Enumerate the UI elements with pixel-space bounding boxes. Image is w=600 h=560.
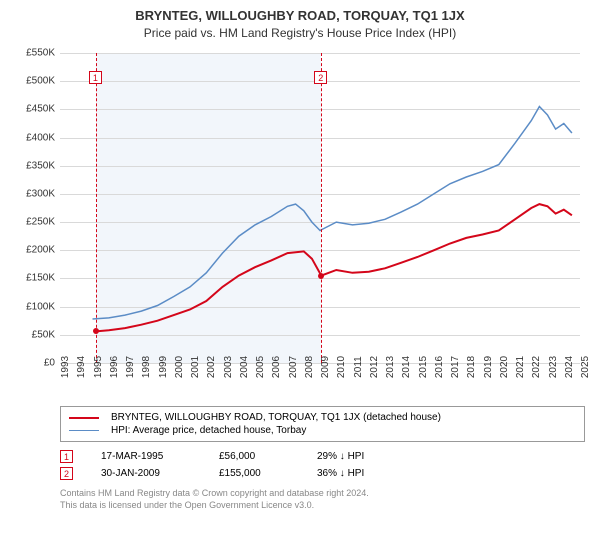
legend-row: HPI: Average price, detached house, Torb… — [69, 424, 576, 437]
y-tick-label: £400K — [15, 132, 55, 143]
chart-subtitle: Price paid vs. HM Land Registry's House … — [10, 26, 590, 40]
sale-delta: 36% ↓ HPI — [317, 468, 364, 479]
sales-table: 1 17-MAR-1995 £56,000 29% ↓ HPI 2 30-JAN-2009… — [60, 448, 585, 482]
x-tick-label: 2025 — [580, 356, 600, 378]
y-tick-label: £100K — [15, 301, 55, 312]
y-tick-label: £500K — [15, 76, 55, 87]
sale-delta: 29% ↓ HPI — [317, 451, 364, 462]
footer-line: This data is licensed under the Open Gov… — [60, 500, 585, 512]
sale-row: 1 17-MAR-1995 £56,000 29% ↓ HPI — [60, 448, 585, 465]
legend-swatch — [69, 417, 99, 419]
y-tick-label: £250K — [15, 217, 55, 228]
footer: Contains HM Land Registry data © Crown c… — [60, 488, 585, 511]
chart-title: BRYNTEG, WILLOUGHBY ROAD, TORQUAY, TQ1 1… — [10, 8, 590, 23]
y-tick-label: £0 — [15, 358, 55, 369]
sale-row: 2 30-JAN-2009 £155,000 36% ↓ HPI — [60, 465, 585, 482]
sale-marker-box: 1 — [89, 71, 102, 84]
series-hpi — [93, 107, 572, 320]
sale-row-marker: 1 — [60, 450, 73, 463]
y-tick-label: £450K — [15, 104, 55, 115]
sale-dot — [318, 273, 324, 279]
legend-row: BRYNTEG, WILLOUGHBY ROAD, TORQUAY, TQ1 1… — [69, 411, 576, 424]
y-tick-label: £300K — [15, 188, 55, 199]
sale-date: 17-MAR-1995 — [101, 451, 191, 462]
plot-region: 12 — [60, 53, 580, 363]
sale-date: 30-JAN-2009 — [101, 468, 191, 479]
y-tick-label: £350K — [15, 160, 55, 171]
legend: BRYNTEG, WILLOUGHBY ROAD, TORQUAY, TQ1 1… — [60, 406, 585, 442]
sale-marker-box: 2 — [314, 71, 327, 84]
y-tick-label: £50K — [15, 329, 55, 340]
y-tick-label: £150K — [15, 273, 55, 284]
y-tick-label: £550K — [15, 48, 55, 59]
line-svg — [60, 53, 580, 363]
y-tick-label: £200K — [15, 245, 55, 256]
sale-price: £155,000 — [219, 468, 289, 479]
sale-dot — [93, 328, 99, 334]
sale-marker-line — [96, 53, 97, 363]
sale-row-marker: 2 — [60, 467, 73, 480]
legend-swatch — [69, 430, 99, 432]
legend-label: BRYNTEG, WILLOUGHBY ROAD, TORQUAY, TQ1 1… — [111, 412, 441, 423]
sale-marker-line — [321, 53, 322, 363]
footer-line: Contains HM Land Registry data © Crown c… — [60, 488, 585, 500]
chart-area: £0 £50K £100K £150K £200K £250K £300K £350K £400… — [15, 48, 590, 398]
sale-price: £56,000 — [219, 451, 289, 462]
legend-label: HPI: Average price, detached house, Torb… — [111, 425, 306, 436]
